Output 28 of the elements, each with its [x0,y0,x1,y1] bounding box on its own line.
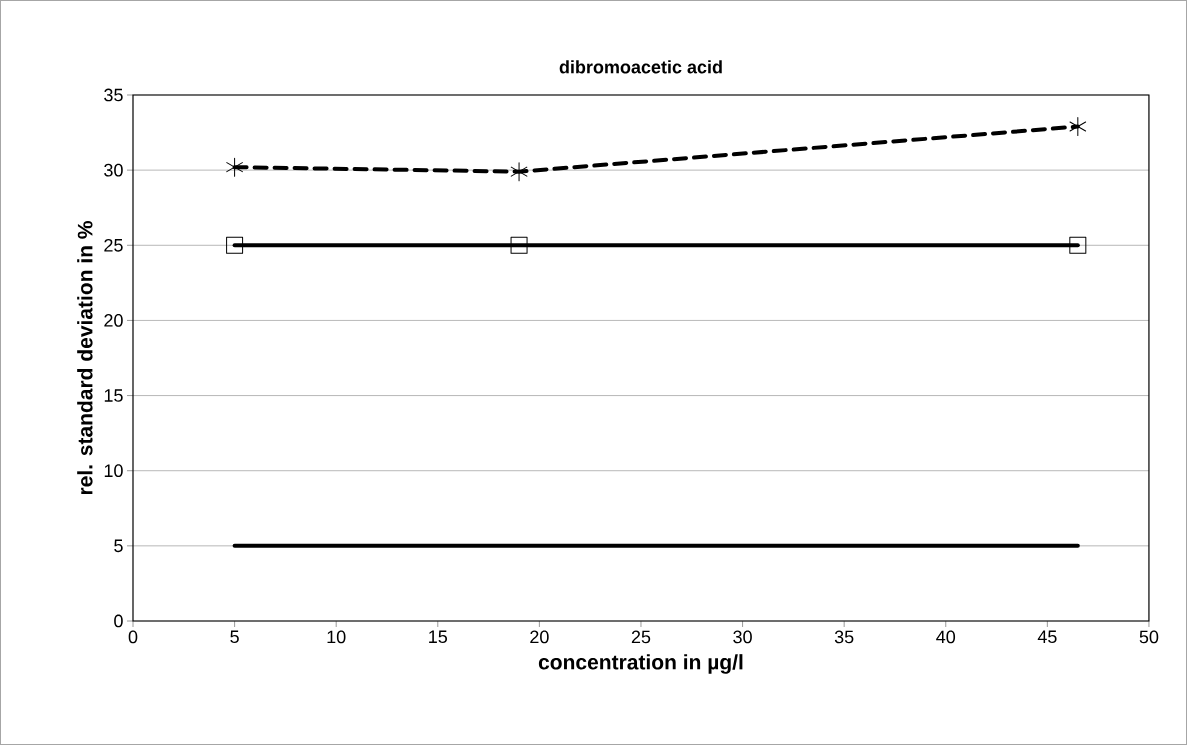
y-tick-label: 5 [114,539,123,553]
point [510,162,528,182]
x-tick-label: 10 [327,630,346,644]
y-tick-label: 25 [104,238,123,252]
x-axis-title: concentration in µg/l [538,654,743,674]
x-tick-label: 30 [733,630,752,644]
x-tick-label: 25 [631,630,651,644]
y-tick-label: 15 [104,389,123,402]
y-axis-title: rel. standard deviation in % [77,221,93,495]
y-tick-label: 20 [104,314,123,327]
chart-title: dibromoacetic acid [559,60,722,74]
x-tick-label: 50 [1139,630,1159,644]
x-tick-label: 15 [429,630,448,644]
point [1069,117,1087,137]
y-tick-label: 0 [114,614,123,628]
y-tick-label: 10 [104,464,123,478]
x-tick-label: 45 [1037,630,1057,644]
x-tick-label: 5 [230,630,239,644]
x-tick-label: 0 [128,630,138,644]
x-tick-label: 40 [936,630,956,644]
point [226,157,243,177]
y-tick-label: 30 [104,163,123,177]
x-tick-label: 35 [834,630,854,644]
x-tick-label: 20 [530,630,549,644]
point [226,236,244,254]
point [1069,236,1087,254]
y-tick-label: 35 [104,88,123,102]
point [510,236,528,254]
